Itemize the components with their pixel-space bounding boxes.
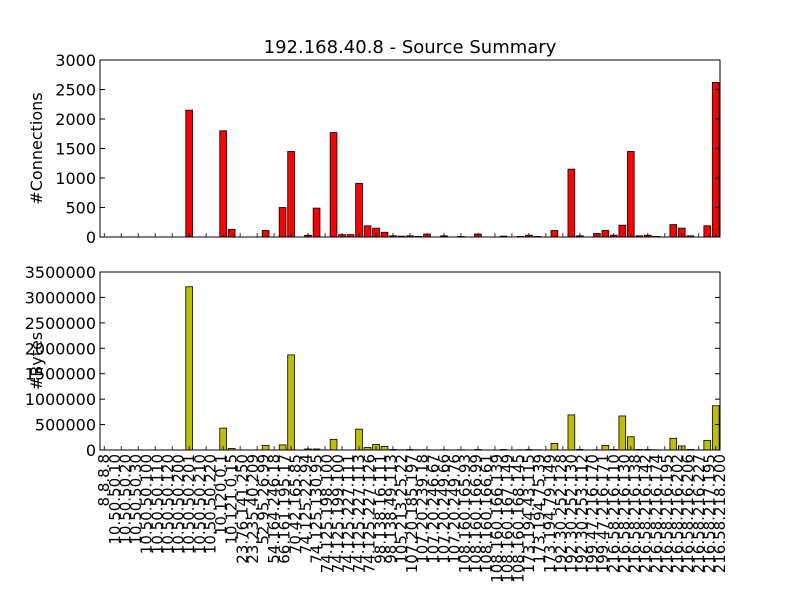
connections-plot-frame	[100, 60, 720, 237]
connections-bar	[712, 82, 719, 237]
connections-panel: 0 500 1000 1500 2000 2500 3000 #Connections	[27, 51, 720, 247]
x-axis-tick-labels: 8.8.8.810.50.50.1010.50.50.2010.50.50.30…	[95, 454, 729, 583]
connections-bar	[704, 226, 711, 237]
chart-title: 192.168.40.8 - Source Summary	[264, 37, 557, 58]
connections-bar	[288, 151, 295, 237]
connections-bar	[670, 225, 677, 237]
connections-bar	[619, 225, 626, 237]
x-tick-label: 216.58.218.200	[711, 454, 729, 573]
bytes-ytick-label: 500000	[35, 416, 96, 435]
connections-bar	[330, 133, 337, 237]
connections-bar	[551, 231, 558, 237]
connections-bar	[186, 110, 193, 237]
connections-bar	[356, 183, 363, 237]
connections-bar	[220, 131, 227, 237]
connections-y-axis-label: #Connections	[27, 92, 46, 204]
bytes-bar	[279, 445, 286, 450]
bytes-ytick-label: 3500000	[25, 263, 96, 282]
bytes-ytick-label: 3000000	[25, 288, 96, 307]
bytes-bar	[619, 416, 626, 450]
connections-bar	[228, 229, 235, 237]
connections-bar	[381, 232, 388, 237]
bytes-bar	[330, 439, 337, 450]
bytes-bar	[262, 445, 269, 450]
connections-bar	[262, 231, 269, 237]
connections-ytick-label: 500	[65, 199, 96, 218]
bytes-ytick-label: 1000000	[25, 390, 96, 409]
connections-ytick-label: 1500	[55, 140, 96, 159]
bytes-bar	[568, 415, 575, 450]
bytes-y-axis-label: #Bytes	[27, 332, 46, 390]
connections-bar	[627, 151, 634, 237]
connections-bar	[602, 231, 609, 237]
bytes-bar	[712, 406, 719, 450]
connections-ytick-label: 1000	[55, 169, 96, 188]
bytes-ytick-label: 2500000	[25, 314, 96, 333]
bytes-bar	[704, 440, 711, 450]
bytes-bar	[381, 446, 388, 450]
bytes-bar	[288, 355, 295, 450]
connections-ytick-label: 2500	[55, 81, 96, 100]
bytes-bar	[670, 438, 677, 450]
connections-ytick-label: 2000	[55, 110, 96, 129]
bytes-bar	[602, 445, 609, 450]
bytes-bar	[186, 287, 193, 450]
bytes-plot-frame	[100, 272, 720, 450]
connections-bar	[279, 208, 286, 238]
connections-ytick-label: 3000	[55, 51, 96, 70]
connections-bar	[313, 208, 320, 237]
connections-ytick-label: 0	[86, 228, 96, 247]
connections-bar	[364, 226, 371, 237]
bytes-panel: 0500000100000015000002000000250000030000…	[25, 263, 720, 460]
connections-bar	[568, 169, 575, 237]
bytes-bar	[551, 443, 558, 450]
